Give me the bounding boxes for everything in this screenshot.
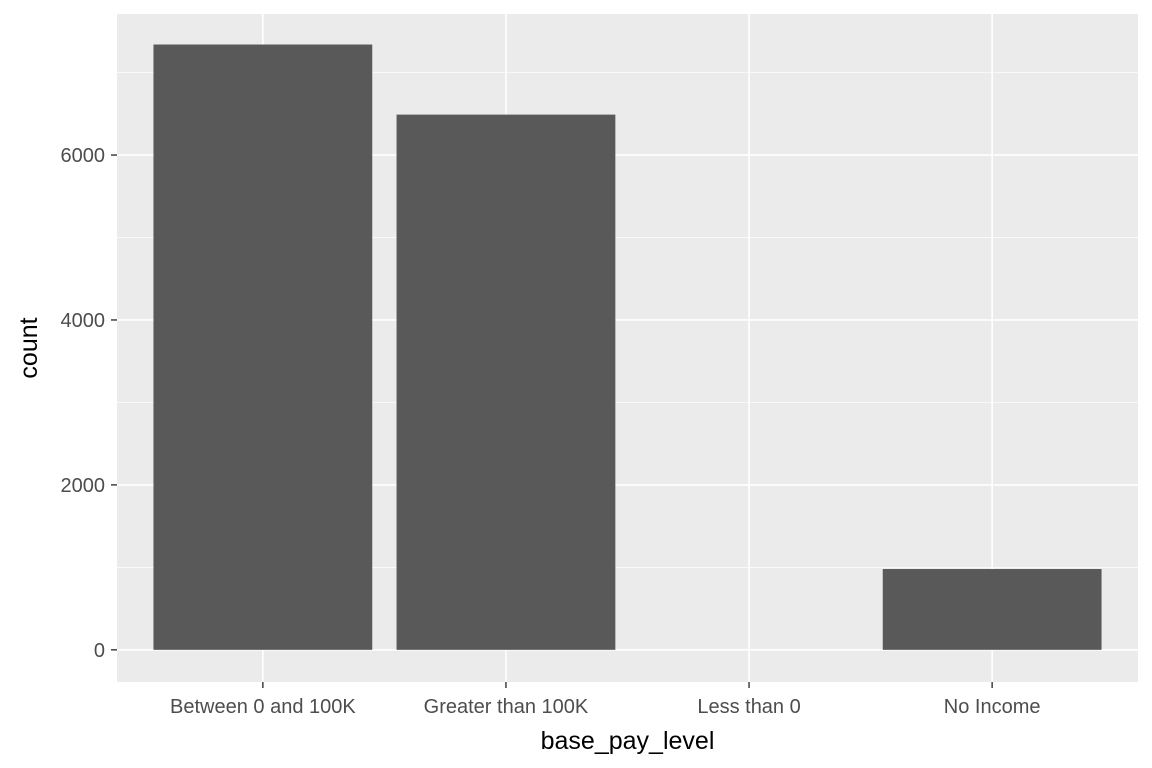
x-tick-label: Between 0 and 100K bbox=[170, 696, 356, 718]
y-axis-title: count bbox=[15, 317, 43, 378]
y-tick-label: 2000 bbox=[61, 475, 106, 497]
x-axis-ticks: Between 0 and 100K Greater than 100K Less … bbox=[170, 682, 1041, 718]
y-tick-label: 6000 bbox=[61, 145, 106, 167]
x-tick-label: No Income bbox=[944, 696, 1041, 718]
x-axis-title: base_pay_level bbox=[541, 727, 715, 755]
bars bbox=[153, 44, 1102, 650]
bar bbox=[396, 114, 616, 650]
y-axis-ticks: 0 2000 4000 6000 bbox=[61, 145, 117, 662]
y-tick-label: 4000 bbox=[61, 310, 106, 332]
y-tick-label: 0 bbox=[94, 640, 105, 662]
x-tick-label: Less than 0 bbox=[697, 696, 800, 718]
x-tick-label: Greater than 100K bbox=[424, 696, 589, 718]
bar bbox=[882, 569, 1102, 650]
bar bbox=[153, 44, 373, 650]
